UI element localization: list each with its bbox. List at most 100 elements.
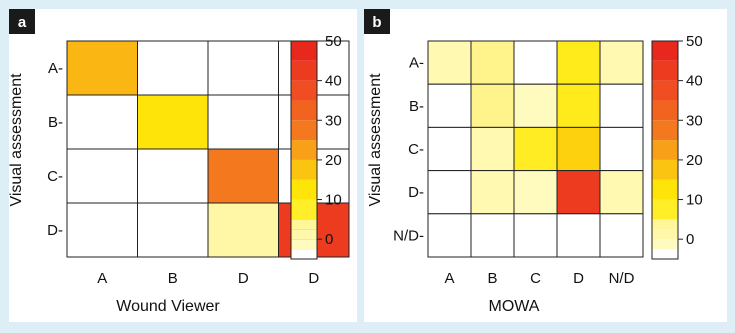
- panel-a-cell-r3-c1: [137, 202, 209, 258]
- panel-b-colorbar-band-5: [652, 179, 678, 200]
- panel-a-colorbar-band-9: [291, 100, 317, 121]
- panel-a-y-tick-labels: A- B- C- D-: [47, 60, 63, 239]
- panel-a-x-tick-0: A: [97, 270, 107, 287]
- panel-b-colorbar-tick-label-1: 10: [686, 192, 703, 209]
- panel-a-cell-r0-c1: [137, 40, 209, 96]
- panel-b-x-tick-labels: A B C D N/D: [444, 270, 634, 287]
- panel-b-cell-r4-c4: [599, 213, 644, 258]
- panel-a-cell-r2-c2: [207, 148, 279, 204]
- panel-b-colorbar-band-3: [652, 219, 678, 230]
- panel-b-cell-r3-c4: [599, 170, 644, 215]
- panel-a-cell-r1-c0: [66, 94, 138, 150]
- panel-b-x-tick-0: A: [444, 270, 454, 287]
- panel-a-colorbar-band-10: [291, 80, 317, 101]
- panel-b-cell-r2-c4: [599, 126, 644, 172]
- panel-b-x-tick-3: D: [573, 270, 584, 287]
- panel-b: b A B C D N/D A- B- C- D- N/D- MOWA Visual asses…: [364, 9, 727, 322]
- panel-b-y-tick-1: B-: [409, 98, 424, 115]
- panel-b-cell-r2-c0: [427, 126, 472, 172]
- panel-a-y-tick-3: D-: [47, 222, 63, 239]
- panel-b-colorbar-band-8: [652, 120, 678, 141]
- panel-a-x-axis-title: Wound Viewer: [116, 298, 220, 315]
- panel-a-colorbar-tick-label-5: 50: [325, 33, 342, 50]
- panel-b-colorbar-band-12: [652, 41, 678, 61]
- panel-b-cell-r0-c1: [470, 40, 515, 85]
- panel-a-colorbar-band-3: [291, 219, 317, 230]
- panel-a-colorbar-band-5: [291, 179, 317, 200]
- panel-b-cell-r1-c4: [599, 83, 644, 128]
- panel-a-colorbar-band-6: [291, 159, 317, 180]
- panel-b-colorbar-tick-label-3: 30: [686, 112, 703, 129]
- panel-b-colorbar-band-0: [652, 249, 678, 259]
- panel-b-x-tick-2: C: [530, 270, 541, 287]
- panel-b-cell-r1-c1: [470, 83, 515, 128]
- panel-a-cell-r2-c0: [66, 148, 138, 204]
- panel-a-label-badge: [9, 9, 35, 34]
- panel-b-heatmap: [427, 40, 644, 258]
- panel-a-colorbar-band-4: [291, 199, 317, 220]
- panel-b-colorbar-tick-label-2: 20: [686, 152, 703, 169]
- panel-b-x-tick-4: N/D: [609, 270, 635, 287]
- panel-a-cell-r1-c1: [137, 94, 209, 150]
- panel-b-label: b: [372, 14, 381, 31]
- panel-a-label: a: [18, 14, 27, 31]
- panel-b-colorbar-band-11: [652, 60, 678, 81]
- panel-b-colorbar-frame: [651, 40, 679, 260]
- panel-a-colorbar: 0 10 20 30 40 50: [290, 33, 342, 260]
- panel-b-cell-r4-c1: [470, 213, 515, 258]
- panel-a-x-tick-1: B: [168, 270, 178, 287]
- panel-a-y-tick-1: B-: [48, 114, 63, 131]
- panel-a-colorbar-band-11: [291, 60, 317, 81]
- panel-b-cell-r3-c2: [513, 170, 558, 215]
- panel-a-x-tick-2: D: [238, 270, 249, 287]
- panel-b-cell-r0-c2: [513, 40, 558, 85]
- panel-a-cell-r0-c2: [207, 40, 279, 96]
- panel-b-colorbar-band-1: [652, 239, 678, 250]
- panel-b-y-tick-4: N/D-: [393, 227, 424, 244]
- panel-a-colorbar-tick-label-2: 20: [325, 152, 342, 169]
- panel-b-cell-r1-c3: [556, 83, 601, 128]
- panel-b-colorbar-band-2: [652, 229, 678, 240]
- panel-a-cell-r2-c1: [137, 148, 209, 204]
- panel-b-label-badge: [364, 9, 390, 34]
- panel-b-cell-r4-c2: [513, 213, 558, 258]
- panel-b-colorbar-band-9: [652, 100, 678, 121]
- panel-a-colorbar-band-1: [291, 239, 317, 250]
- panel-b-cell-r1-c2: [513, 83, 558, 128]
- panel-a-colorbar-band-8: [291, 120, 317, 141]
- panel-a-y-tick-0: A-: [48, 60, 63, 77]
- panel-a-colorbar-tick-label-3: 30: [325, 112, 342, 129]
- panel-b-cell-r1-c0: [427, 83, 472, 128]
- panel-b-colorbar-band-7: [652, 140, 678, 160]
- panel-b-cell-r0-c3: [556, 40, 601, 85]
- panel-b-cell-r2-c2: [513, 126, 558, 172]
- panel-b-colorbar: 0 10 20 30 40 50: [651, 33, 703, 260]
- panel-b-y-tick-0: A-: [409, 55, 424, 72]
- panel-a-colorbar-tick-label-1: 10: [325, 192, 342, 209]
- panel-b-x-axis-title: MOWA: [489, 298, 540, 315]
- panel-a-colorbar-band-7: [291, 140, 317, 160]
- panel-b-colorbar-band-4: [652, 199, 678, 220]
- panel-a-colorbar-band-2: [291, 229, 317, 240]
- panel-a-x-tick-3: D: [308, 270, 319, 287]
- panel-b-cell-r4-c0: [427, 213, 472, 258]
- panel-a-cell-r0-c0: [66, 40, 138, 96]
- panel-a-colorbar-tick-label-0: 0: [325, 231, 333, 248]
- panel-b-cell-r0-c0: [427, 40, 472, 85]
- panel-b-cell-r4-c3: [556, 213, 601, 258]
- panel-b-colorbar-band-10: [652, 80, 678, 101]
- panel-b-y-tick-labels: A- B- C- D- N/D-: [393, 55, 424, 245]
- panel-b-y-tick-3: D-: [408, 184, 424, 201]
- panel-b-y-tick-2: C-: [408, 141, 424, 158]
- panel-a-colorbar-frame: [290, 40, 318, 260]
- panel-b-colorbar-tick-label-4: 40: [686, 73, 703, 90]
- panel-b-colorbar-tick-label-5: 50: [686, 33, 703, 50]
- panel-b-cell-r3-c0: [427, 170, 472, 215]
- panel-a-y-tick-2: C-: [47, 168, 63, 185]
- panel-a-cell-r3-c2: [207, 202, 279, 258]
- panel-b-x-tick-1: B: [487, 270, 497, 287]
- panel-a-colorbar-band-0: [291, 249, 317, 259]
- panel-a-y-axis-title: Visual assessment: [8, 73, 25, 207]
